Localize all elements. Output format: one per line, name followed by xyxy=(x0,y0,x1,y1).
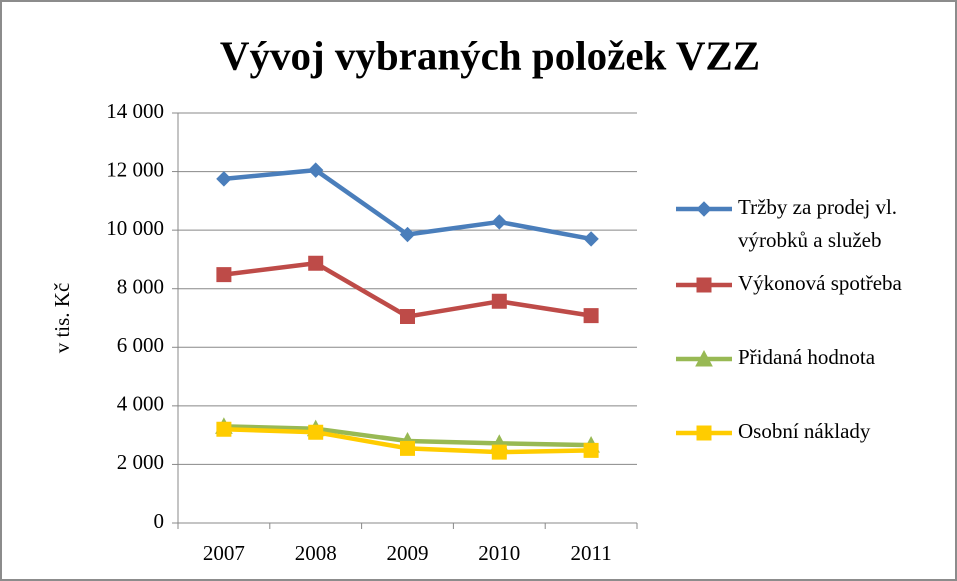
y-axis-label: v tis. Kč xyxy=(50,283,74,354)
x-tick-label: 2009 xyxy=(387,541,429,565)
data-point xyxy=(307,162,324,178)
data-point xyxy=(583,308,599,324)
data-point xyxy=(399,226,416,243)
y-tick-label: 0 xyxy=(154,509,165,533)
data-point xyxy=(491,444,507,460)
legend-marker xyxy=(696,201,712,217)
legend-marker xyxy=(696,425,712,441)
data-point xyxy=(308,255,324,271)
x-tick-label: 2007 xyxy=(203,541,245,565)
y-tick-label: 4 000 xyxy=(117,392,164,416)
legend-label-line: Tržby za prodej vl. xyxy=(738,195,897,219)
legend-marker xyxy=(695,349,713,367)
data-point xyxy=(308,424,324,440)
data-point xyxy=(491,214,508,230)
legend-label: Přidaná hodnota xyxy=(738,345,876,369)
data-point xyxy=(216,171,232,187)
y-tick-label: 12 000 xyxy=(106,157,164,181)
data-point xyxy=(400,440,415,456)
y-tick-label: 14 000 xyxy=(106,99,164,123)
chart-title: Vývoj vybraných položek VZZ xyxy=(220,32,760,78)
data-point xyxy=(400,309,415,325)
y-tick-label: 8 000 xyxy=(117,275,164,299)
x-tick-label: 2008 xyxy=(295,541,337,565)
data-point xyxy=(491,293,507,309)
legend-label: Tržby za prodej vl. výrobků a služeb xyxy=(738,195,897,252)
data-point xyxy=(583,231,599,247)
legend-marker xyxy=(696,277,712,293)
y-tick-label: 10 000 xyxy=(106,216,164,240)
y-tick-label: 2 000 xyxy=(117,450,164,474)
y-tick-label: 6 000 xyxy=(117,333,164,357)
x-tick-label: 2010 xyxy=(478,541,520,565)
data-point xyxy=(216,267,232,283)
data-point xyxy=(216,421,232,437)
legend-label: Výkonová spotřeba xyxy=(738,271,903,295)
x-tick-label: 2011 xyxy=(570,541,611,565)
data-point xyxy=(583,442,599,458)
legend-label: Osobní náklady xyxy=(738,419,871,443)
legend-label-line: výrobků a služeb xyxy=(738,228,881,252)
